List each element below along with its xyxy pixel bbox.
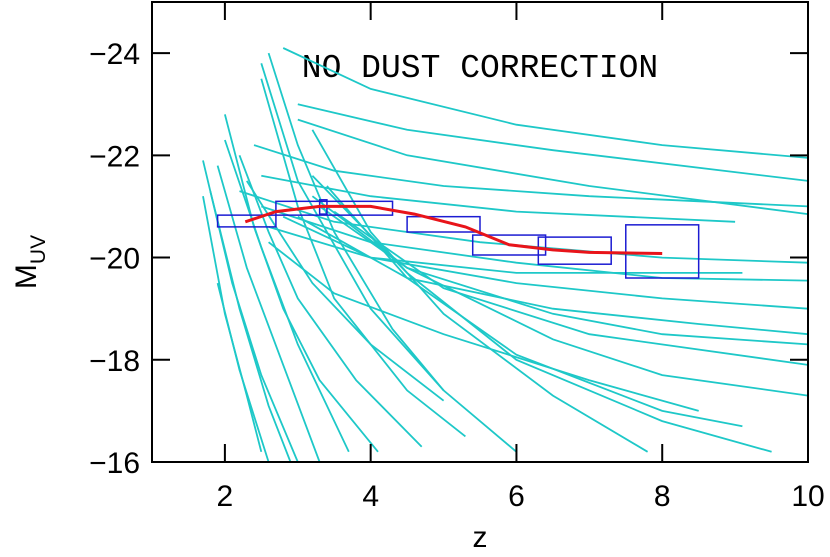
model-curve	[282, 47, 808, 159]
model-curve	[311, 195, 808, 397]
model-curve	[261, 174, 736, 223]
y-axis-label: MUV	[10, 235, 50, 289]
model-curve	[209, 190, 292, 462]
annotation: NO DUST CORRECTION	[302, 50, 658, 87]
model-curve	[216, 165, 321, 462]
model-curve	[268, 226, 743, 274]
data-box	[275, 200, 394, 216]
model-curve	[326, 185, 743, 428]
data-box	[406, 215, 481, 233]
model-curve	[297, 215, 808, 336]
plot-frame	[151, 1, 809, 463]
y-tick-label: −22	[89, 140, 140, 173]
x-axis-label: z	[473, 521, 488, 552]
model-curve	[246, 180, 445, 402]
model-curve	[239, 190, 808, 264]
data-box	[625, 224, 700, 279]
y-tick-label: −18	[89, 345, 140, 378]
model-curve	[297, 118, 808, 215]
data-box	[216, 214, 277, 228]
model-curve	[224, 114, 379, 453]
model-curve	[268, 241, 699, 412]
x-tick-label: 8	[654, 480, 671, 513]
y-tick-label: −20	[89, 243, 140, 276]
data-box	[471, 234, 547, 256]
model-curve	[319, 205, 808, 346]
y-axis-label-group: MUV	[10, 235, 50, 289]
model-curve	[253, 144, 808, 208]
x-tick-label: 6	[508, 480, 525, 513]
y-tick-label: −16	[89, 447, 140, 480]
model-curve	[333, 210, 808, 366]
y-axis-label-sub: UV	[27, 235, 50, 264]
mean-line	[244, 204, 663, 255]
model-curve	[311, 129, 649, 453]
y-tick-label: −24	[89, 38, 140, 71]
model-curve	[260, 63, 517, 453]
x-tick-label: 10	[791, 480, 824, 513]
model-curve	[297, 103, 808, 182]
data-box	[537, 236, 612, 265]
x-tick-label: 4	[362, 480, 379, 513]
y-axis-label-main: M	[10, 264, 43, 289]
model-curve	[260, 78, 466, 438]
x-tick-label: 2	[217, 480, 234, 513]
model-curve	[267, 52, 445, 391]
model-curve	[311, 175, 772, 453]
model-curve	[216, 282, 270, 462]
model-curve	[238, 154, 423, 448]
